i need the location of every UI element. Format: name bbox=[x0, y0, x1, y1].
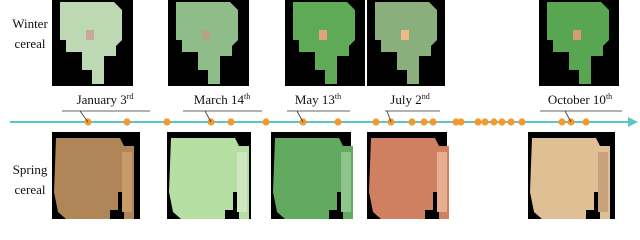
timeline-arrow bbox=[628, 117, 638, 127]
figure: Winter cereal Spring cereal January 3rd bbox=[10, 0, 638, 219]
acquisition-dot bbox=[334, 118, 342, 126]
acquisition-dot bbox=[457, 118, 465, 126]
date-label: May 13th bbox=[287, 92, 350, 123]
date-label: January 3rd bbox=[62, 92, 150, 123]
acquisition-dot bbox=[558, 118, 566, 126]
svg-text:July 2nd: July 2nd bbox=[390, 92, 429, 107]
acquisition-dot bbox=[518, 118, 526, 126]
acquisition-dot bbox=[474, 118, 482, 126]
acquisition-dot bbox=[408, 118, 416, 126]
acquisition-dot bbox=[481, 118, 489, 126]
date-text: July 2 bbox=[390, 92, 421, 107]
date-sup: nd bbox=[422, 92, 430, 101]
acquisition-dot bbox=[490, 118, 498, 126]
date-text: March 14 bbox=[194, 92, 245, 107]
acquisition-dot bbox=[420, 118, 428, 126]
winter-image bbox=[168, 0, 249, 86]
svg-text:March 14th: March 14th bbox=[194, 92, 250, 107]
acquisition-dot bbox=[163, 118, 171, 126]
acquisition-dot bbox=[227, 118, 235, 126]
row-label: Winter bbox=[12, 16, 48, 31]
date-text: May 13 bbox=[295, 92, 335, 107]
winter-image bbox=[367, 0, 445, 86]
acquisition-dot bbox=[429, 118, 437, 126]
acquisition-dot bbox=[498, 118, 506, 126]
date-sup: th bbox=[335, 92, 341, 101]
acquisition-dot bbox=[262, 118, 270, 126]
row-label: cereal bbox=[14, 182, 45, 197]
winter-image bbox=[52, 0, 133, 86]
spring-image bbox=[52, 132, 140, 219]
date-text: January 3 bbox=[77, 92, 127, 107]
acquisition-dot bbox=[123, 118, 131, 126]
date-sup: th bbox=[244, 92, 250, 101]
spring-image bbox=[528, 132, 615, 219]
spring-image bbox=[367, 132, 449, 219]
date-text: October 10 bbox=[548, 92, 606, 107]
date-label: July 2nd bbox=[385, 92, 440, 123]
winter-image bbox=[285, 0, 365, 86]
winter-image bbox=[539, 0, 619, 86]
acquisition-dot bbox=[507, 118, 515, 126]
svg-text:May 13th: May 13th bbox=[295, 92, 341, 107]
acquisition-dot bbox=[582, 118, 590, 126]
acquisition-dot bbox=[452, 118, 460, 126]
date-sup: th bbox=[606, 92, 612, 101]
spring-image bbox=[167, 132, 251, 219]
row-label: cereal bbox=[14, 36, 45, 51]
svg-text:January 3rd: January 3rd bbox=[77, 92, 134, 107]
acquisitions bbox=[84, 118, 590, 126]
date-label: March 14th bbox=[183, 92, 262, 123]
acquisition-dot bbox=[372, 118, 380, 126]
date-sup: rd bbox=[127, 92, 134, 101]
date-label: October 10th bbox=[540, 92, 622, 123]
row-label: Spring bbox=[13, 162, 48, 177]
spring-image bbox=[271, 132, 353, 219]
svg-text:October 10th: October 10th bbox=[548, 92, 612, 107]
